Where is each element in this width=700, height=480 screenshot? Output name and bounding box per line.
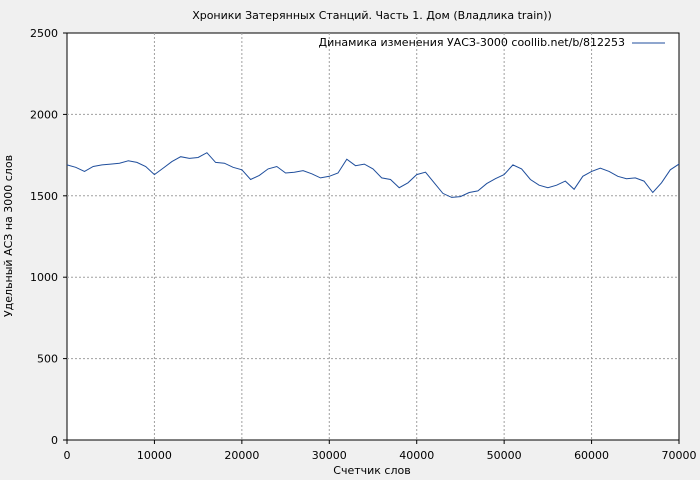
x-axis-label: Счетчик слов — [333, 464, 410, 477]
y-tick-label: 1500 — [30, 190, 58, 203]
series-layer — [66, 152, 680, 198]
y-tick-label: 2500 — [30, 27, 58, 40]
ticks: 0 10000 20000 30000 40000 50000 60000 70000 0 500… — [30, 27, 697, 462]
grid — [67, 33, 679, 440]
x-tick-label: 10000 — [137, 449, 172, 462]
x-tick-label: 30000 — [312, 449, 347, 462]
x-tick-label: 60000 — [574, 449, 609, 462]
series-line — [66, 152, 680, 198]
y-tick-label: 2000 — [30, 108, 58, 121]
x-tick-label: 40000 — [399, 449, 434, 462]
y-tick-label: 500 — [37, 353, 58, 366]
x-tick-label: 0 — [64, 449, 71, 462]
y-axis-label: Удельный АСЗ на 3000 слов — [2, 155, 15, 317]
x-tick-label: 70000 — [662, 449, 697, 462]
legend: Динамика изменения УАСЗ-3000 coollib.net… — [319, 36, 665, 49]
y-tick-label: 0 — [51, 434, 58, 447]
chart-title: Хроники Затерянных Станций. Часть 1. Дом… — [192, 9, 552, 22]
x-tick-label: 50000 — [487, 449, 522, 462]
y-tick-label: 1000 — [30, 271, 58, 284]
x-tick-label: 20000 — [224, 449, 259, 462]
legend-label: Динамика изменения УАСЗ-3000 coollib.net… — [319, 36, 626, 49]
plot-area — [66, 32, 680, 441]
